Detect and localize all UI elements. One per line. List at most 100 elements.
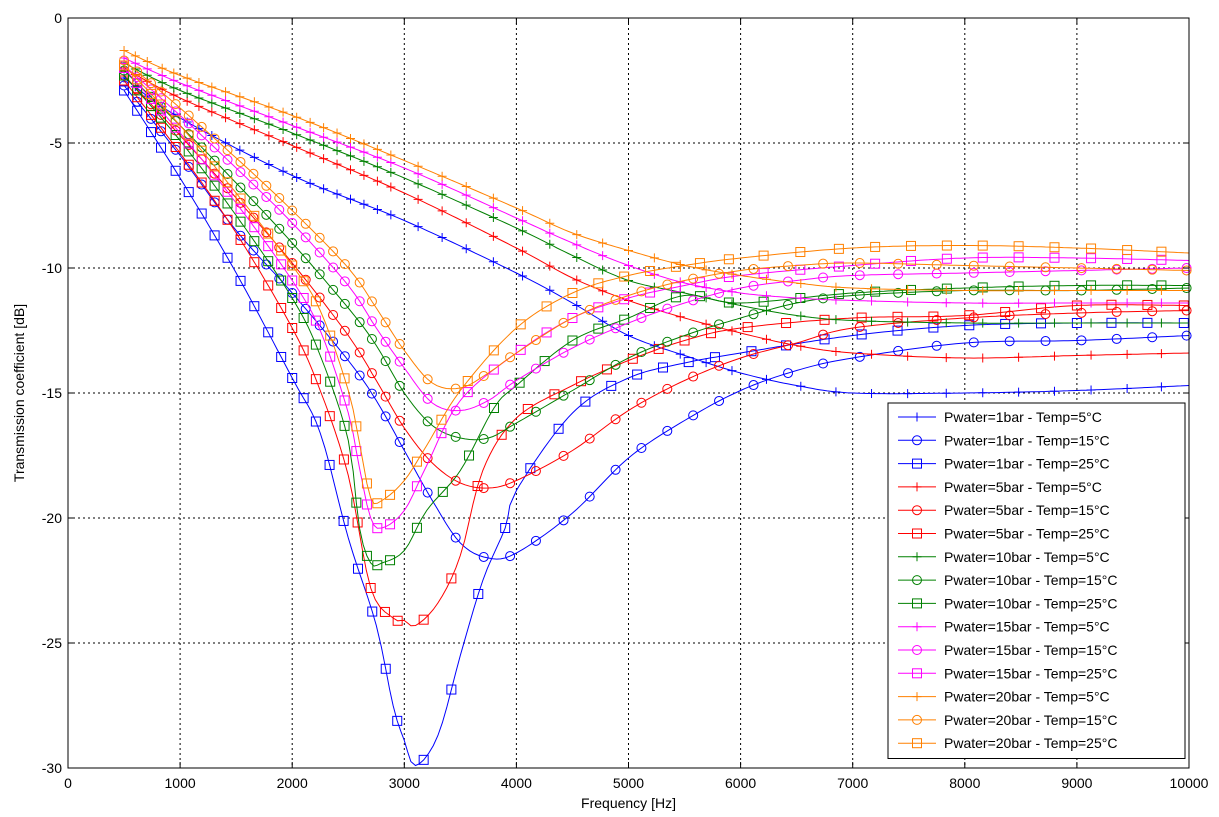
data-point xyxy=(328,336,339,347)
data-point xyxy=(867,349,877,359)
data-point xyxy=(339,373,350,384)
data-point xyxy=(688,371,699,382)
data-point xyxy=(338,515,349,526)
legend-entry: Pwater=1bar - Temp=5°C xyxy=(898,409,1102,425)
data-point xyxy=(867,316,877,326)
data-point xyxy=(831,387,841,397)
data-point xyxy=(328,284,339,295)
data-point xyxy=(338,454,349,465)
data-point xyxy=(222,252,233,263)
data-point xyxy=(287,205,298,216)
data-point xyxy=(727,287,737,297)
legend-marker xyxy=(912,482,922,492)
data-point xyxy=(292,112,302,122)
data-point xyxy=(207,107,217,117)
data-point xyxy=(977,240,988,251)
data-point xyxy=(1181,263,1192,274)
data-point xyxy=(450,405,461,416)
data-point xyxy=(156,142,167,153)
data-point xyxy=(278,117,288,127)
data-point xyxy=(783,261,794,272)
data-point xyxy=(530,535,541,546)
data-point xyxy=(518,206,528,216)
data-point xyxy=(196,177,207,188)
data-point xyxy=(1004,336,1015,347)
data-point xyxy=(156,99,167,110)
data-point xyxy=(249,125,259,135)
x-tick-label: 3000 xyxy=(389,775,420,791)
data-point xyxy=(1049,286,1059,296)
data-point xyxy=(541,301,552,312)
data-point xyxy=(339,298,350,309)
data-point xyxy=(183,138,194,149)
y-tick-label: -15 xyxy=(42,385,62,401)
data-point xyxy=(1014,286,1024,296)
data-point xyxy=(359,170,369,180)
data-point xyxy=(339,276,350,287)
data-point xyxy=(328,262,339,273)
data-point xyxy=(345,133,355,143)
data-point xyxy=(276,302,287,313)
data-point xyxy=(264,160,274,170)
data-point xyxy=(170,122,181,133)
data-point xyxy=(157,63,167,73)
data-point xyxy=(584,304,595,315)
data-point xyxy=(386,182,396,192)
data-point xyxy=(310,374,321,385)
data-point xyxy=(380,356,391,367)
data-point xyxy=(372,498,383,509)
data-point xyxy=(146,127,157,138)
data-point xyxy=(119,85,130,96)
data-point xyxy=(249,97,259,107)
series-line xyxy=(123,60,1190,390)
legend-marker xyxy=(912,622,922,632)
data-point xyxy=(714,287,725,298)
data-point xyxy=(372,560,383,571)
data-point xyxy=(941,318,951,328)
data-point xyxy=(892,311,903,322)
data-point xyxy=(183,146,194,157)
data-point xyxy=(867,389,877,399)
data-point xyxy=(632,369,643,380)
data-point xyxy=(593,278,604,289)
data-point xyxy=(675,349,685,359)
data-point xyxy=(1086,318,1096,328)
data-point xyxy=(263,280,274,291)
x-tick-label: 1000 xyxy=(165,775,196,791)
data-point xyxy=(332,189,342,199)
data-point xyxy=(688,327,699,338)
legend-label: Pwater=5bar - Temp=25°C xyxy=(944,526,1110,542)
legend-marker xyxy=(912,412,922,422)
data-point xyxy=(170,115,181,126)
data-point xyxy=(450,431,461,442)
data-point xyxy=(1181,305,1192,316)
data-point xyxy=(264,112,274,122)
data-point xyxy=(422,416,433,427)
data-point xyxy=(235,92,245,102)
data-point xyxy=(893,258,904,269)
data-point xyxy=(505,379,516,390)
data-point xyxy=(819,334,830,345)
legend-marker xyxy=(912,435,922,446)
data-point xyxy=(263,228,274,239)
data-point xyxy=(235,193,246,204)
data-point xyxy=(964,320,975,331)
legend-entry: Pwater=5bar - Temp=15°C xyxy=(898,502,1110,518)
data-point xyxy=(292,173,302,183)
data-point xyxy=(1156,349,1166,359)
data-point xyxy=(287,275,298,286)
data-point xyxy=(276,351,287,362)
data-point xyxy=(298,293,309,303)
data-point xyxy=(278,107,288,117)
data-point xyxy=(366,296,377,307)
data-point xyxy=(580,396,591,407)
data-point xyxy=(385,519,396,530)
data-point xyxy=(345,194,355,204)
data-point xyxy=(854,270,865,281)
data-point xyxy=(339,395,350,406)
data-point xyxy=(727,269,737,279)
data-point xyxy=(662,279,673,290)
data-point xyxy=(276,259,287,270)
data-point xyxy=(978,298,988,308)
data-point xyxy=(221,103,231,113)
